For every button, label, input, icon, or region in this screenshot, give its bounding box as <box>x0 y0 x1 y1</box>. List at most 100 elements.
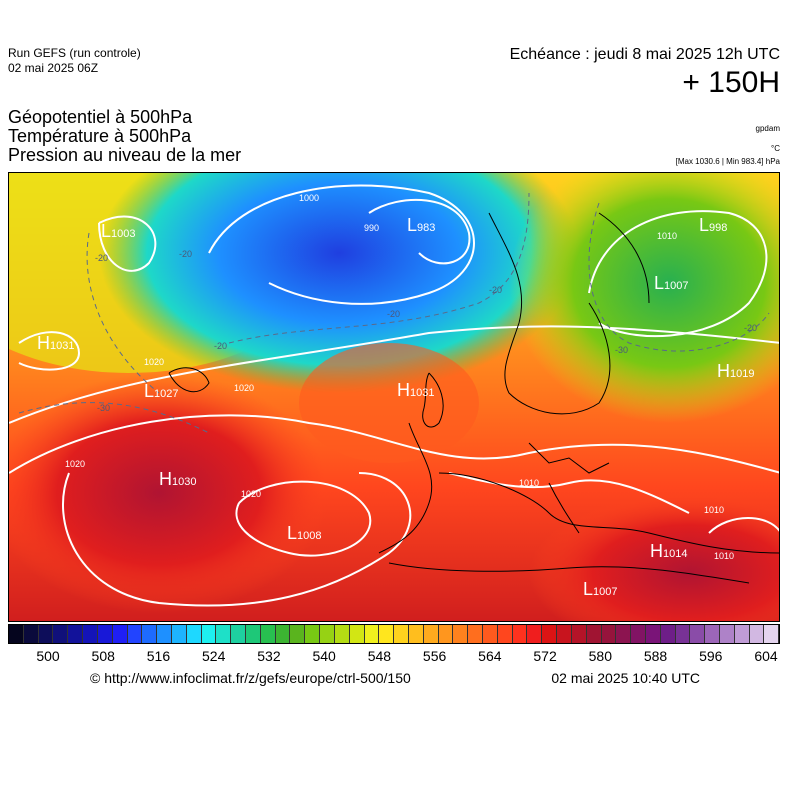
color-scale-swatch <box>334 625 350 643</box>
pressure-center-high: H1031 <box>37 333 74 354</box>
color-scale-swatch <box>142 625 158 643</box>
field-cold-north <box>99 173 579 393</box>
map-svg <box>9 173 779 621</box>
generation-timestamp: 02 mai 2025 10:40 UTC <box>551 670 700 686</box>
color-scale-swatch <box>645 625 661 643</box>
color-scale-swatch <box>320 625 335 643</box>
unit-celsius: °C <box>771 144 780 153</box>
color-scale-swatch <box>349 625 365 643</box>
color-scale-swatch <box>38 625 54 643</box>
isobar-label: 1010 <box>519 478 540 488</box>
color-scale-swatch <box>112 625 128 643</box>
field-warm-center <box>299 343 479 463</box>
isotherm-label: -20 <box>214 341 228 351</box>
pressure-center-value: 1008 <box>297 530 322 542</box>
pressure-center-type: L <box>101 221 112 241</box>
color-scale-swatch <box>408 625 424 643</box>
color-scale-swatch <box>127 625 143 643</box>
pressure-center-value: 1030 <box>172 476 197 488</box>
pressure-center-type: L <box>654 273 665 293</box>
color-scale-swatch <box>705 625 720 643</box>
color-scale-swatch <box>23 625 39 643</box>
color-scale-swatch <box>68 625 84 643</box>
color-scale-swatch <box>764 625 780 643</box>
field-cold-east <box>509 173 779 423</box>
color-scale-tick: 508 <box>91 648 115 664</box>
color-scale-tick: 604 <box>754 648 778 664</box>
color-scale-swatch <box>305 625 321 643</box>
pressure-center-type: H <box>37 333 50 353</box>
color-scale-swatch <box>453 625 469 643</box>
pressure-center-type: H <box>159 469 172 489</box>
pressure-center-low: L1007 <box>654 273 689 294</box>
color-scale-swatch <box>171 625 187 643</box>
isotherm-label: -20 <box>179 249 193 259</box>
pressure-center-type: L <box>699 215 710 235</box>
pressure-center-low: L998 <box>699 215 727 236</box>
weather-map: L1003 L983 L998 L1007 H1031 L1027 H1031 H1019 H1… <box>8 172 780 622</box>
color-scale-swatch <box>186 625 202 643</box>
pressure-center-high: H1019 <box>717 361 754 382</box>
color-scale-swatch <box>83 625 98 643</box>
coastlines <box>168 212 779 584</box>
color-scale-swatch <box>157 625 172 643</box>
field-warm-southeast <box>529 493 779 621</box>
isobar-label: 1010 <box>657 231 678 241</box>
isotherm-label: -30 <box>615 345 629 355</box>
color-scale-swatch <box>394 625 409 643</box>
pressure-center-type: H <box>717 361 730 381</box>
isotherms <box>18 192 770 434</box>
pressure-center-value: 1007 <box>593 586 618 598</box>
color-scale-swatch <box>616 625 632 643</box>
color-scale-swatch <box>438 625 454 643</box>
color-scale-swatch <box>631 625 646 643</box>
color-scale-swatch <box>557 625 572 643</box>
unit-hpa-range: [Max 1030.6 | Min 983.4] hPa <box>675 157 780 166</box>
pressure-center-value: 1019 <box>730 368 755 380</box>
color-scale-swatch <box>468 625 483 643</box>
pressure-center-value: 983 <box>417 222 436 234</box>
pressure-center-value: 1007 <box>664 280 689 292</box>
forecast-hour: + 150H <box>682 66 780 99</box>
pressure-center-low: L1027 <box>144 381 179 402</box>
isobar-label: 1020 <box>65 459 86 469</box>
color-scale-swatch <box>497 625 513 643</box>
param-temperature: Température à 500hPa <box>8 126 192 146</box>
color-scale-swatch <box>675 625 691 643</box>
pressure-center-low: L1008 <box>287 523 322 544</box>
color-scale-swatch <box>216 625 232 643</box>
isobar-label: 1000 <box>299 193 320 203</box>
pressure-center-high: H1014 <box>650 541 687 562</box>
isobar-label: 1020 <box>241 489 262 499</box>
color-scale-swatch <box>379 625 395 643</box>
color-scale-swatch <box>512 625 528 643</box>
color-scale-swatch <box>571 625 587 643</box>
run-date: 02 mai 2025 06Z <box>8 61 99 75</box>
pressure-center-high: H1031 <box>397 380 434 401</box>
color-scale-swatch <box>601 625 617 643</box>
isobar-label: 990 <box>364 223 380 233</box>
color-scale-tick: 500 <box>36 648 60 664</box>
color-scale-swatch <box>542 625 558 643</box>
color-scale-tick: 540 <box>312 648 336 664</box>
isobar-label: 1020 <box>144 357 165 367</box>
pressure-center-type: L <box>287 523 298 543</box>
color-scale-swatch <box>260 625 276 643</box>
color-scale-tick: 580 <box>588 648 612 664</box>
color-scale-tick: 548 <box>367 648 392 664</box>
pressure-center-type: H <box>650 541 663 561</box>
isobar-label: 1010 <box>714 551 735 561</box>
color-scale-swatch <box>364 625 380 643</box>
pressure-center-value: 1003 <box>111 228 136 240</box>
forecast-valid-time: Echéance : jeudi 8 mai 2025 12h UTC <box>509 46 780 63</box>
color-scale-swatch <box>423 625 439 643</box>
unit-gpdam: gpdam <box>755 124 780 133</box>
pressure-center-value: 1031 <box>410 387 435 399</box>
color-scale-swatch <box>527 625 543 643</box>
pressure-center-type: H <box>397 380 410 400</box>
color-scale-swatch <box>275 625 291 643</box>
parameter-list: Géopotentiel à 500hPa Température à 500h… <box>8 108 241 165</box>
color-scale-swatch <box>290 625 306 643</box>
isotherm-label: -20 <box>489 285 503 295</box>
color-scale-tick: 532 <box>257 648 281 664</box>
